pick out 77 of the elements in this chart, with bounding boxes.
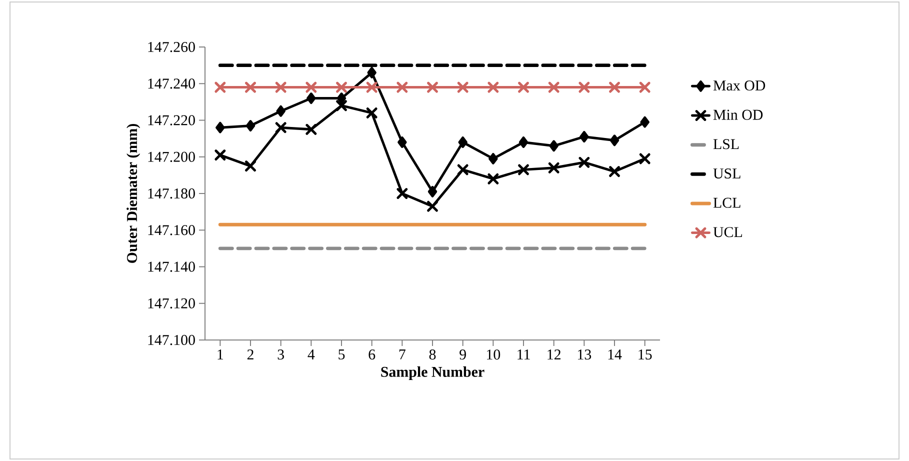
legend-label: LCL bbox=[713, 198, 740, 208]
x-tick-label: 10 bbox=[487, 350, 500, 360]
point bbox=[366, 107, 378, 118]
legend-label: UCL bbox=[713, 227, 742, 238]
point bbox=[578, 156, 590, 168]
point bbox=[609, 166, 620, 177]
point bbox=[488, 82, 499, 93]
point bbox=[640, 116, 650, 128]
point bbox=[214, 150, 226, 161]
x-tick-label: 8 bbox=[429, 350, 436, 360]
y-axis-title: Outer Diemater (mm) bbox=[126, 124, 140, 263]
point bbox=[245, 82, 256, 93]
point bbox=[276, 105, 286, 117]
point bbox=[306, 92, 316, 104]
point bbox=[639, 153, 650, 164]
point bbox=[609, 82, 620, 93]
point bbox=[610, 134, 620, 146]
point bbox=[336, 92, 346, 104]
y-tick-label: 147.220 bbox=[148, 115, 195, 126]
point bbox=[518, 136, 528, 148]
y-tick-label: 147.160 bbox=[148, 225, 195, 236]
x-tick-label: 12 bbox=[548, 350, 560, 360]
legend-label: LSL bbox=[713, 139, 739, 150]
point bbox=[275, 122, 286, 134]
point bbox=[216, 122, 225, 134]
legend-label: Min OD bbox=[713, 110, 763, 120]
y-tick-label: 147.100 bbox=[148, 334, 195, 346]
x-tick-label: 9 bbox=[460, 350, 466, 360]
legend-label: USL bbox=[713, 168, 740, 178]
point bbox=[275, 82, 286, 93]
point bbox=[246, 120, 256, 132]
point bbox=[396, 188, 408, 199]
point bbox=[336, 100, 347, 112]
point bbox=[457, 82, 468, 93]
x-tick-label: 1 bbox=[218, 350, 224, 360]
point bbox=[427, 82, 438, 93]
point bbox=[639, 82, 650, 93]
x-tick-label: 14 bbox=[608, 350, 622, 360]
point bbox=[518, 82, 529, 93]
x-tick-label: 3 bbox=[278, 350, 284, 360]
point bbox=[306, 82, 317, 93]
x-tick-label: 13 bbox=[578, 350, 592, 360]
point bbox=[580, 131, 589, 142]
point bbox=[306, 124, 317, 135]
point bbox=[396, 82, 408, 93]
x-axis-title: Sample Number bbox=[381, 366, 484, 380]
x-tick-label: 11 bbox=[518, 350, 530, 360]
x-tick-label: 5 bbox=[338, 350, 345, 360]
point bbox=[518, 164, 529, 176]
y-tick-label: 147.140 bbox=[148, 262, 195, 272]
point bbox=[578, 82, 590, 93]
point bbox=[488, 173, 499, 184]
x-tick-label: 7 bbox=[399, 350, 406, 360]
point bbox=[488, 152, 498, 164]
point bbox=[548, 162, 560, 174]
legend-label: Max OD bbox=[713, 80, 766, 91]
point bbox=[427, 200, 438, 212]
point bbox=[549, 140, 558, 152]
point bbox=[458, 136, 468, 148]
x-tick-label: 15 bbox=[638, 350, 652, 360]
point bbox=[428, 186, 438, 198]
point bbox=[245, 160, 256, 172]
y-tick-label: 147.240 bbox=[148, 78, 195, 89]
x-tick-label: 4 bbox=[308, 350, 315, 360]
point bbox=[214, 82, 226, 93]
y-tick-label: 147.120 bbox=[148, 298, 195, 308]
point bbox=[367, 66, 376, 78]
x-tick-label: 6 bbox=[368, 350, 376, 360]
point bbox=[336, 82, 347, 93]
point bbox=[457, 164, 468, 176]
y-tick-label: 147.260 bbox=[148, 42, 195, 52]
x-tick-label: 2 bbox=[247, 350, 254, 360]
point bbox=[398, 136, 407, 148]
point bbox=[548, 82, 560, 93]
point bbox=[366, 82, 378, 93]
y-tick-label: 147.200 bbox=[148, 152, 195, 162]
y-tick-label: 147.180 bbox=[148, 188, 195, 199]
